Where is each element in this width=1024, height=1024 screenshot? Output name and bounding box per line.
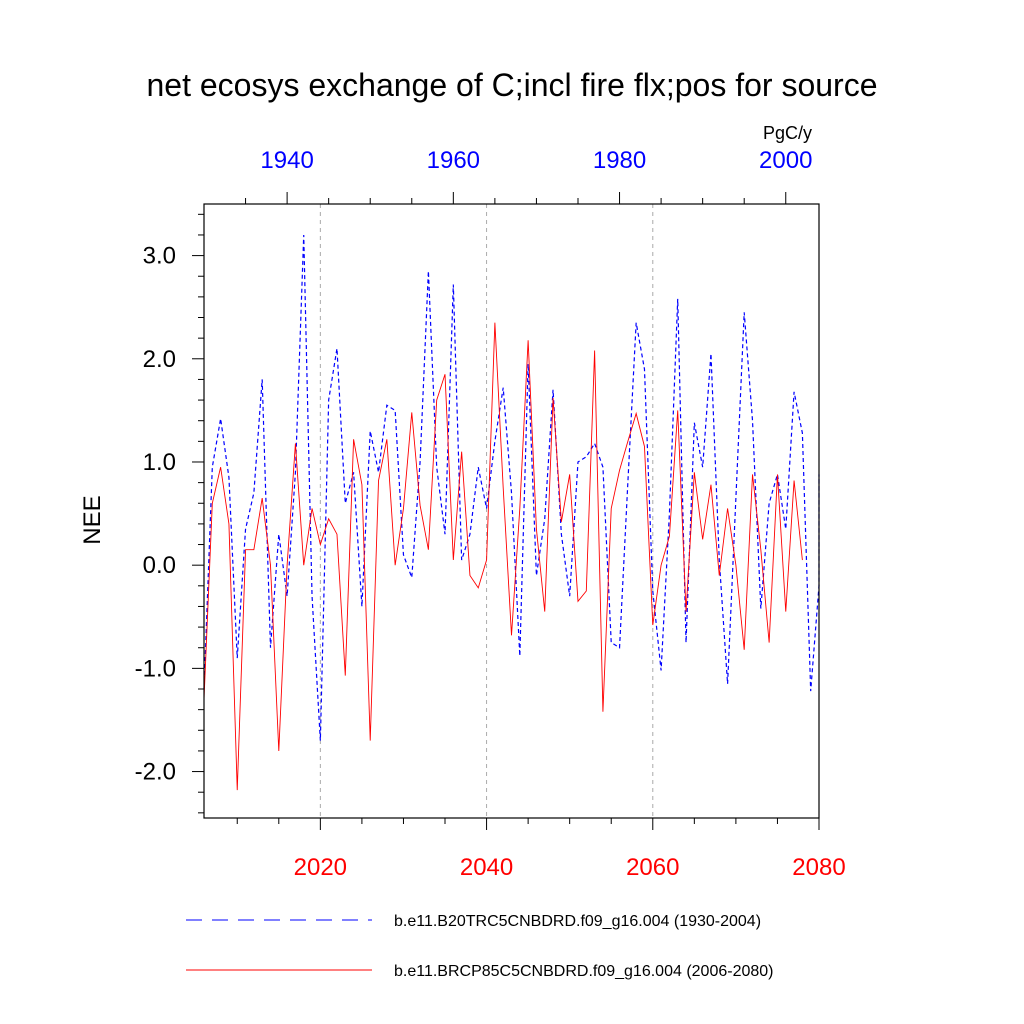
top-tick-label: 1960: [427, 147, 480, 174]
series-line-historical: [203, 234, 820, 741]
y-tick-label: -1.0: [135, 655, 176, 682]
y-tick-label: -2.0: [135, 759, 176, 786]
series-lines: [203, 234, 820, 791]
bottom-tick-label: 2060: [626, 854, 679, 881]
legend: b.e11.B20TRC5CNBDRD.f09_g16.004 (1930-20…: [186, 913, 773, 980]
series-line-rcp85: [203, 322, 803, 791]
axes: -2.0 -1.0 0.0 1.0 2.0 3.0 2020 2040 2060 2080 1940…: [135, 147, 846, 881]
y-tick-label: 2.0: [143, 346, 176, 373]
top-tick-label: 1940: [260, 147, 313, 174]
chart-title: net ecosys exchange of C;incl fire flx;p…: [146, 67, 877, 103]
bottom-tick-label: 2040: [460, 854, 513, 881]
y-tick-label: 0.0: [143, 552, 176, 579]
y-tick-label: 3.0: [143, 243, 176, 270]
top-tick-label: 2000: [759, 147, 812, 174]
legend-label: b.e11.BRCP85C5CNBDRD.f09_g16.004 (2006-2…: [394, 963, 773, 980]
units-label: PgC/y: [763, 123, 812, 143]
y-tick-label: 1.0: [143, 449, 176, 476]
grid-lines: [319, 204, 654, 818]
bottom-tick-label: 2080: [792, 854, 845, 881]
top-tick-label: 1980: [593, 147, 646, 174]
legend-label: b.e11.B20TRC5CNBDRD.f09_g16.004 (1930-20…: [394, 913, 761, 930]
bottom-tick-label: 2020: [294, 854, 347, 881]
y-axis-label: NEE: [79, 495, 106, 544]
plot-frame: [203, 203, 820, 819]
